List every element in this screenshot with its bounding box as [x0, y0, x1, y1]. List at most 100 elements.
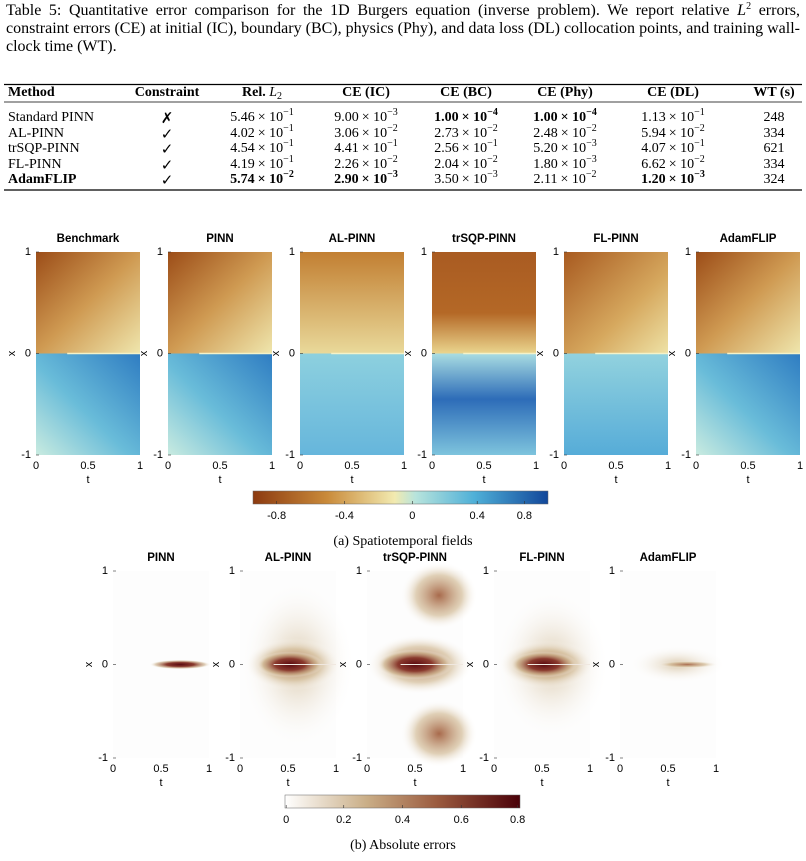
y-tick-label: 1: [609, 565, 615, 577]
column-header: WT (s): [753, 85, 795, 100]
base: × 10: [361, 110, 388, 125]
panel-title: FL-PINN: [519, 552, 564, 564]
panel-title: PINN: [206, 233, 233, 245]
x-axis-label: t: [540, 777, 543, 789]
metric-value: 4.07 × 10−1: [641, 139, 705, 157]
y-tick-label: 0: [356, 658, 362, 670]
metric-value: 9.00 × 10−3: [334, 107, 398, 126]
x-tick-label: 1: [665, 460, 671, 472]
x-tick-label: 0: [491, 763, 497, 775]
panel-title: AdamFLIP: [640, 552, 697, 564]
mantissa: 4.41: [334, 141, 359, 156]
x-tick-label: 0: [33, 460, 39, 472]
x-tick-label: 0.5: [280, 763, 295, 775]
x-tick-label: 1: [533, 460, 539, 472]
caption-sup: 2: [746, 1, 752, 12]
x-tick-label: 1: [587, 763, 593, 775]
metric-value: 2.56 × 10−1: [434, 139, 498, 157]
base: × 10: [461, 172, 488, 187]
field-upper: [168, 252, 272, 354]
exponent: −1: [283, 138, 294, 149]
x-tick-label: 1: [460, 763, 466, 775]
x-tick-label: 0: [617, 763, 623, 775]
base: × 10: [560, 141, 587, 156]
metric-value: 4.54 × 10−1: [230, 138, 294, 157]
y-axis-label: x: [270, 350, 282, 356]
y-axis-label: x: [138, 350, 150, 356]
mantissa: 2.11: [533, 172, 558, 187]
colorbar-tick-label: -0.8: [267, 510, 286, 522]
mantissa: 9.00: [334, 110, 359, 125]
y-tick-label: 0: [609, 658, 615, 670]
y-tick-label: -1: [681, 449, 691, 461]
wall-time: 334: [763, 156, 785, 172]
metric-value: 2.04 × 10−2: [434, 153, 498, 173]
metric-value: 6.62 × 10−2: [641, 153, 705, 173]
mantissa: 1.13: [641, 110, 666, 125]
colorbar-tick-label: 0.6: [454, 814, 469, 826]
y-tick-label: 0: [25, 347, 31, 359]
exponent: −3: [387, 107, 398, 118]
y-tick-label: 1: [102, 565, 108, 577]
mantissa: 2.26: [334, 156, 359, 172]
exponent: −2: [283, 169, 294, 180]
y-tick-label: -1: [605, 752, 615, 764]
x-axis-label: t: [413, 777, 416, 789]
x-tick-label: 1: [401, 460, 407, 472]
y-axis-label: x: [337, 661, 349, 667]
mantissa: 5.74: [230, 172, 255, 187]
mantissa: 4.07: [641, 141, 666, 156]
x-tick-label: 0: [364, 763, 370, 775]
x-tick-label: 1: [206, 763, 212, 775]
y-tick-label: 1: [289, 246, 295, 258]
y-axis-label: x: [590, 661, 602, 667]
y-tick-label: -1: [417, 449, 427, 461]
x-tick-label: 0.5: [212, 460, 227, 472]
metric-value: 4.02 × 10−1: [230, 123, 294, 142]
panel-title: trSQP-PINN: [452, 233, 516, 245]
base: × 10: [257, 110, 284, 125]
y-tick-label: -1: [479, 752, 489, 764]
base: × 10: [668, 125, 695, 141]
column-header: CE (IC): [342, 85, 390, 100]
column-header: Constraint: [134, 85, 200, 100]
x-tick-label: 0: [297, 460, 303, 472]
field-lower: [300, 353, 404, 455]
metric-value: 5.74 × 10−2: [230, 169, 294, 188]
field-upper: [300, 252, 404, 354]
exponent: −2: [487, 153, 498, 165]
header-sub: 2: [277, 91, 283, 102]
y-axis-label: x: [83, 661, 95, 667]
metric-value: 2.11 × 10−2: [533, 170, 596, 188]
y-tick-label: 0: [102, 658, 108, 670]
base: × 10: [461, 125, 488, 141]
subfigure-caption: (b) Absolute errors: [350, 838, 456, 853]
mantissa: 2.73: [434, 125, 459, 141]
field-upper: [564, 252, 668, 354]
mantissa: 1.20: [641, 172, 666, 187]
method: trSQP-PINN: [8, 141, 80, 156]
x-tick-label: 0: [429, 460, 435, 472]
mantissa: 1.00: [434, 110, 459, 125]
metric-value: 1.00 × 10−4: [434, 108, 498, 126]
y-tick-label: 0: [289, 347, 295, 359]
panel-title: AL-PINN: [329, 233, 376, 245]
exponent: −3: [487, 169, 498, 180]
y-tick-label: 1: [25, 246, 31, 258]
method: FL-PINN: [8, 156, 62, 172]
base: × 10: [361, 156, 388, 172]
mantissa: 5.20: [533, 141, 558, 156]
x-tick-label: 0.5: [153, 763, 168, 775]
caption-var: L: [737, 2, 747, 19]
y-tick-label: 1: [356, 565, 362, 577]
exponent: −2: [694, 153, 705, 165]
metric-value: 1.20 × 10−3: [641, 170, 705, 188]
exponent: −1: [283, 153, 294, 165]
y-tick-label: -1: [153, 449, 163, 461]
x-axis-label: t: [614, 474, 617, 486]
panel-title: PINN: [147, 552, 174, 564]
exponent: −2: [586, 122, 597, 134]
panel-title: Benchmark: [57, 233, 120, 245]
y-tick-label: -1: [285, 449, 295, 461]
